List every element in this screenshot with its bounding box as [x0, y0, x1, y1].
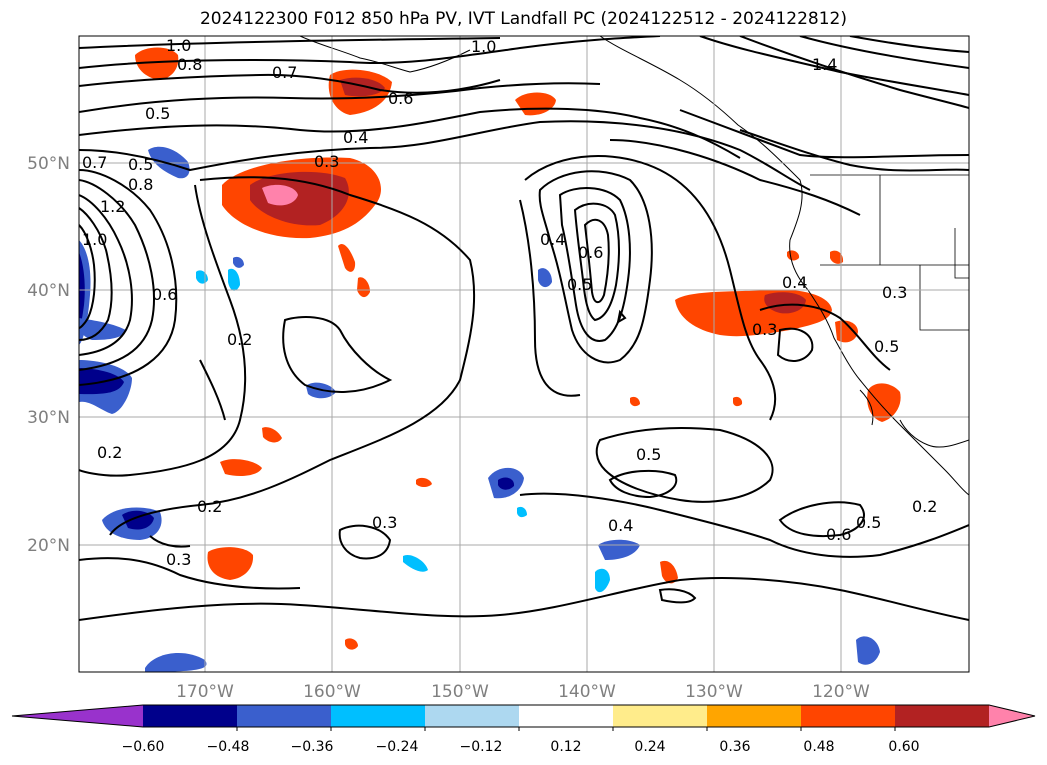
contour-label: 1.0 [82, 230, 107, 249]
contour-label: 0.4 [782, 273, 807, 292]
map-area: 1.0 0.8 0.7 0.5 0.4 0.3 0.6 1.0 1.4 0.7 … [79, 36, 969, 672]
lon-tick-label: 140°W [558, 682, 616, 702]
contour-label: 1.0 [471, 37, 496, 56]
latitude-labels: 50°N 40°N 30°N 20°N [27, 154, 70, 556]
contour-label: 0.6 [388, 89, 413, 108]
lat-tick-label: 50°N [27, 154, 70, 174]
lon-tick-label: 170°W [176, 682, 234, 702]
contour-label: 0.3 [882, 283, 907, 302]
coastline [299, 36, 969, 496]
contour-label: 0.4 [608, 516, 633, 535]
colorbar-segment [519, 705, 614, 727]
colorbar-outline [11, 704, 1036, 728]
contour-label: 1.2 [100, 197, 125, 216]
contour-label: 0.7 [82, 153, 107, 172]
pv-contours [79, 36, 969, 621]
contour-label: 0.4 [343, 128, 368, 147]
colorbar-tick-label: −0.12 [460, 739, 503, 755]
colorbar-tick-label: −0.36 [291, 739, 334, 755]
contour-label: 1.0 [166, 36, 191, 55]
contour-label: 0.7 [272, 63, 297, 82]
colorbar-extend-max [989, 705, 1035, 727]
lon-tick-label: 150°W [431, 682, 489, 702]
colorbar-tick-label: 0.24 [634, 739, 665, 755]
colorbar-tick-label: −0.60 [122, 739, 165, 755]
contour-label: 0.3 [314, 152, 339, 171]
contour-label: 0.2 [97, 443, 122, 462]
colorbar-segment [143, 705, 238, 727]
colorbar-segment [707, 705, 802, 727]
contour-label: 0.6 [578, 243, 603, 262]
contour-label: 0.5 [874, 337, 899, 356]
colorbar-labels: −0.60 −0.48 −0.36 −0.24 −0.12 0.12 0.24 … [122, 739, 920, 755]
contour-label: 0.4 [540, 230, 565, 249]
colorbar [11, 704, 1036, 731]
contour-label: 0.6 [152, 285, 177, 304]
contour-label: 0.5 [128, 155, 153, 174]
contour-label: 0.6 [826, 525, 851, 544]
contour-label: 0.3 [752, 320, 777, 339]
contour-label: 0.5 [567, 275, 592, 294]
colorbar-tick-label: −0.24 [376, 739, 419, 755]
map-background [79, 36, 969, 672]
colorbar-segment [895, 705, 990, 727]
lon-tick-label: 130°W [685, 682, 743, 702]
contour-label: 0.3 [372, 513, 397, 532]
contour-label: 0.2 [912, 497, 937, 516]
contour-label: 0.5 [145, 104, 170, 123]
lat-tick-label: 30°N [27, 408, 70, 428]
colorbar-segment [331, 705, 426, 727]
colorbar-tick-label: −0.48 [207, 739, 250, 755]
contour-label: 1.4 [812, 55, 837, 74]
contour-label: 0.8 [128, 175, 153, 194]
lat-tick-label: 20°N [27, 536, 70, 556]
lon-tick-label: 160°W [303, 682, 361, 702]
colorbar-segment [237, 705, 332, 727]
longitude-labels: 170°W 160°W 150°W 140°W 130°W 120°W [176, 682, 870, 702]
contour-label: 0.2 [197, 497, 222, 516]
colorbar-tick-label: 0.48 [803, 739, 834, 755]
contour-label: 0.8 [177, 55, 202, 74]
lon-tick-label: 120°W [812, 682, 870, 702]
colorbar-tick-label: 0.36 [719, 739, 750, 755]
contour-label: 0.2 [227, 330, 252, 349]
map-frame [78, 35, 970, 673]
colorbar-tick-label: 0.12 [550, 739, 581, 755]
lat-tick-label: 40°N [27, 281, 70, 301]
contour-labels: 1.0 0.8 0.7 0.5 0.4 0.3 0.6 1.0 1.4 0.7 … [82, 36, 937, 569]
map-title: 2024122300 F012 850 hPa PV, IVT Landfall… [199, 9, 847, 29]
colorbar-segment [613, 705, 708, 727]
colorbar-segment [801, 705, 896, 727]
colorbar-tick-label: 0.60 [888, 739, 919, 755]
contour-label: 0.3 [166, 550, 191, 569]
colorbar-extend-min [12, 705, 143, 727]
contour-label: 0.5 [636, 445, 661, 464]
contour-label: 0.5 [856, 513, 881, 532]
colorbar-segment [425, 705, 520, 727]
